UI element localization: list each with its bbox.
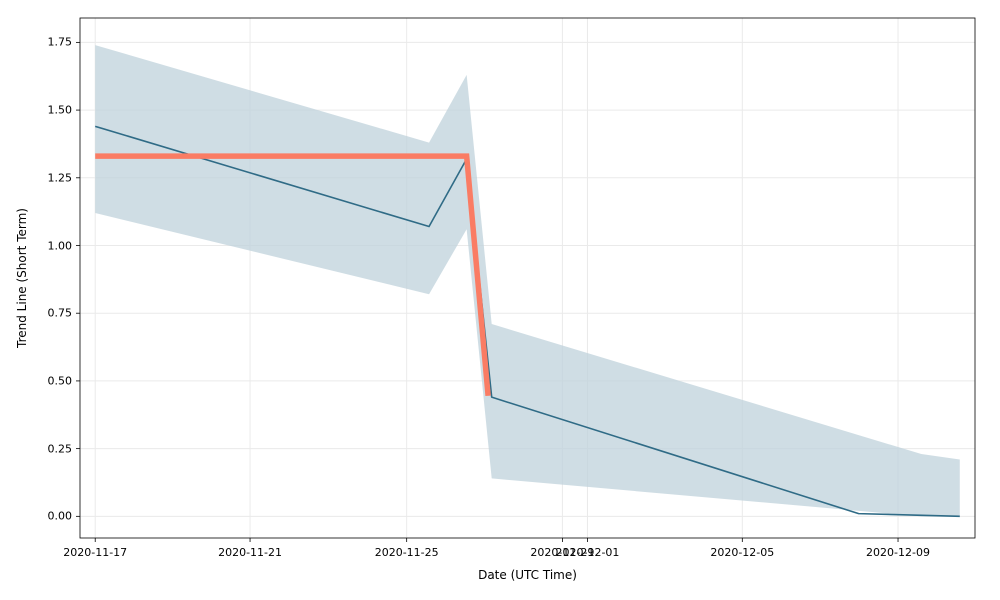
x-axis-label: Date (UTC Time) xyxy=(478,568,577,582)
y-tick-label: 0.00 xyxy=(48,510,73,523)
y-tick-label: 1.25 xyxy=(48,171,73,184)
x-tick-label: 2020-11-25 xyxy=(375,546,439,559)
x-tick-label: 2020-12-05 xyxy=(710,546,774,559)
y-tick-label: 1.00 xyxy=(48,239,73,252)
y-axis-label: Trend Line (Short Term) xyxy=(15,208,29,348)
x-tick-label: 2020-12-01 xyxy=(555,546,619,559)
x-tick-label: 2020-11-21 xyxy=(218,546,282,559)
y-tick-label: 1.50 xyxy=(48,104,73,117)
y-tick-label: 0.50 xyxy=(48,374,73,387)
y-tick-label: 0.25 xyxy=(48,442,73,455)
x-tick-label: 2020-12-09 xyxy=(866,546,930,559)
chart-svg xyxy=(0,0,1000,600)
y-tick-label: 1.75 xyxy=(48,36,73,49)
y-tick-label: 0.75 xyxy=(48,307,73,320)
x-tick-label: 2020-11-17 xyxy=(63,546,127,559)
